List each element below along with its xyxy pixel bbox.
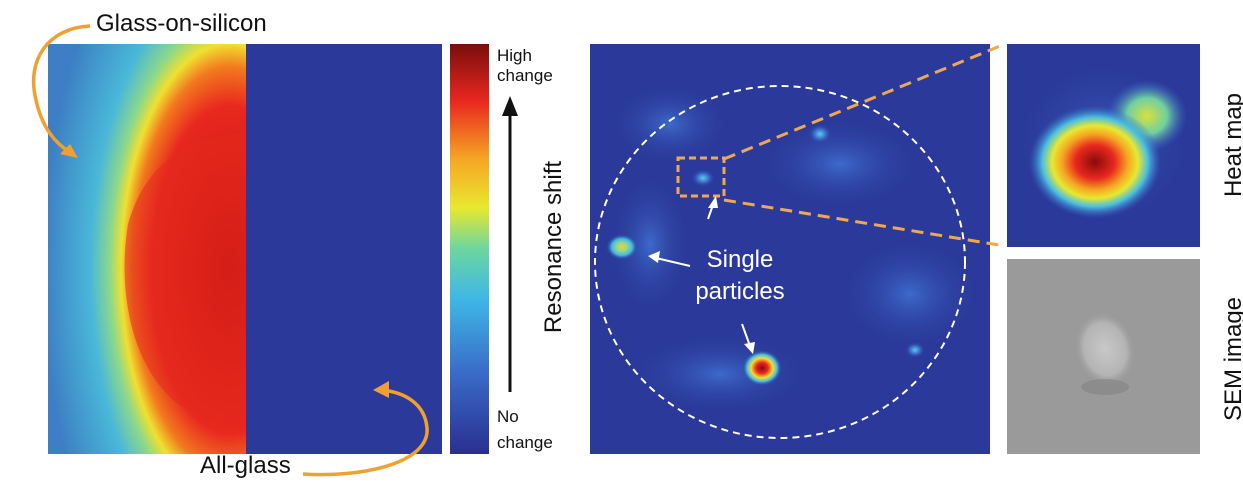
heat-map-label: Heat map bbox=[1220, 92, 1243, 198]
particle-heatmap bbox=[590, 44, 990, 454]
colorbar-low-line1: No bbox=[497, 407, 519, 426]
resonance-shift-label: Resonance shift bbox=[540, 160, 567, 334]
all-glass-arrow bbox=[302, 381, 429, 477]
sem-image-label: SEM image bbox=[1220, 296, 1243, 422]
heat-map-zoom-graphic bbox=[1013, 59, 1193, 229]
colorbar-high-line2: change bbox=[497, 66, 553, 85]
glass-on-silicon-label: Glass-on-silicon bbox=[96, 10, 267, 37]
zoom-connector bbox=[723, 42, 1006, 248]
single-particles-line2: particles bbox=[695, 278, 785, 305]
single-particles-line1: Single bbox=[706, 246, 774, 273]
heat-map-zoom bbox=[1007, 44, 1200, 247]
colorbar-high-label: High change bbox=[497, 46, 553, 86]
glass-on-silicon-heatmap-graphic bbox=[48, 44, 246, 454]
all-glass-label: All-glass bbox=[200, 452, 291, 479]
sem-image bbox=[1007, 259, 1200, 454]
single-particles-label: Single particles bbox=[690, 244, 790, 308]
colorbar-high-line1: High bbox=[497, 46, 532, 65]
glass-on-silicon-heatmap bbox=[48, 44, 246, 454]
colorbar-low-line2: change bbox=[497, 433, 553, 452]
colorbar bbox=[450, 44, 489, 454]
all-glass-heatmap bbox=[246, 44, 442, 454]
glass-on-silicon-arrow bbox=[31, 24, 91, 158]
sem-image-graphic bbox=[1074, 311, 1136, 395]
particle-heatmap-graphic bbox=[594, 84, 980, 439]
colorbar-low-label: No change bbox=[497, 404, 553, 456]
resonance-shift-arrow bbox=[502, 96, 518, 392]
colorbar-gradient bbox=[450, 44, 489, 454]
